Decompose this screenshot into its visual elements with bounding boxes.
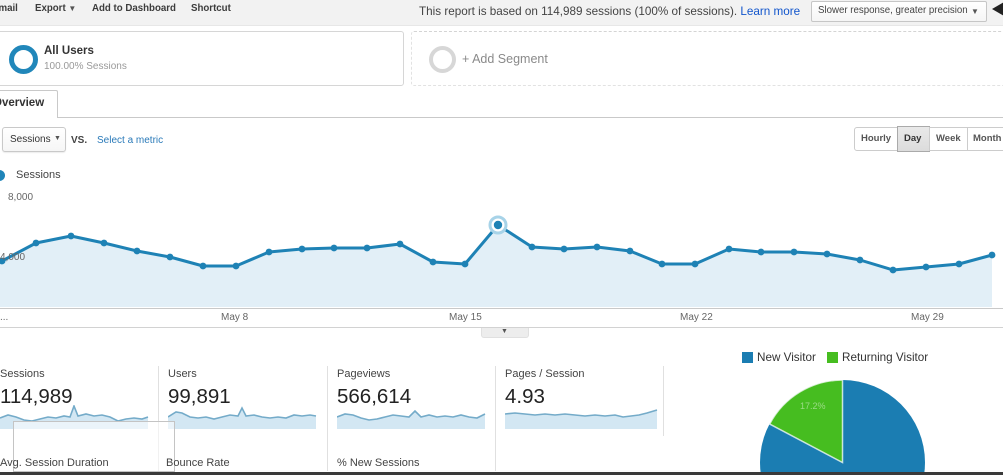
svg-text:17.2%: 17.2% bbox=[800, 401, 826, 411]
